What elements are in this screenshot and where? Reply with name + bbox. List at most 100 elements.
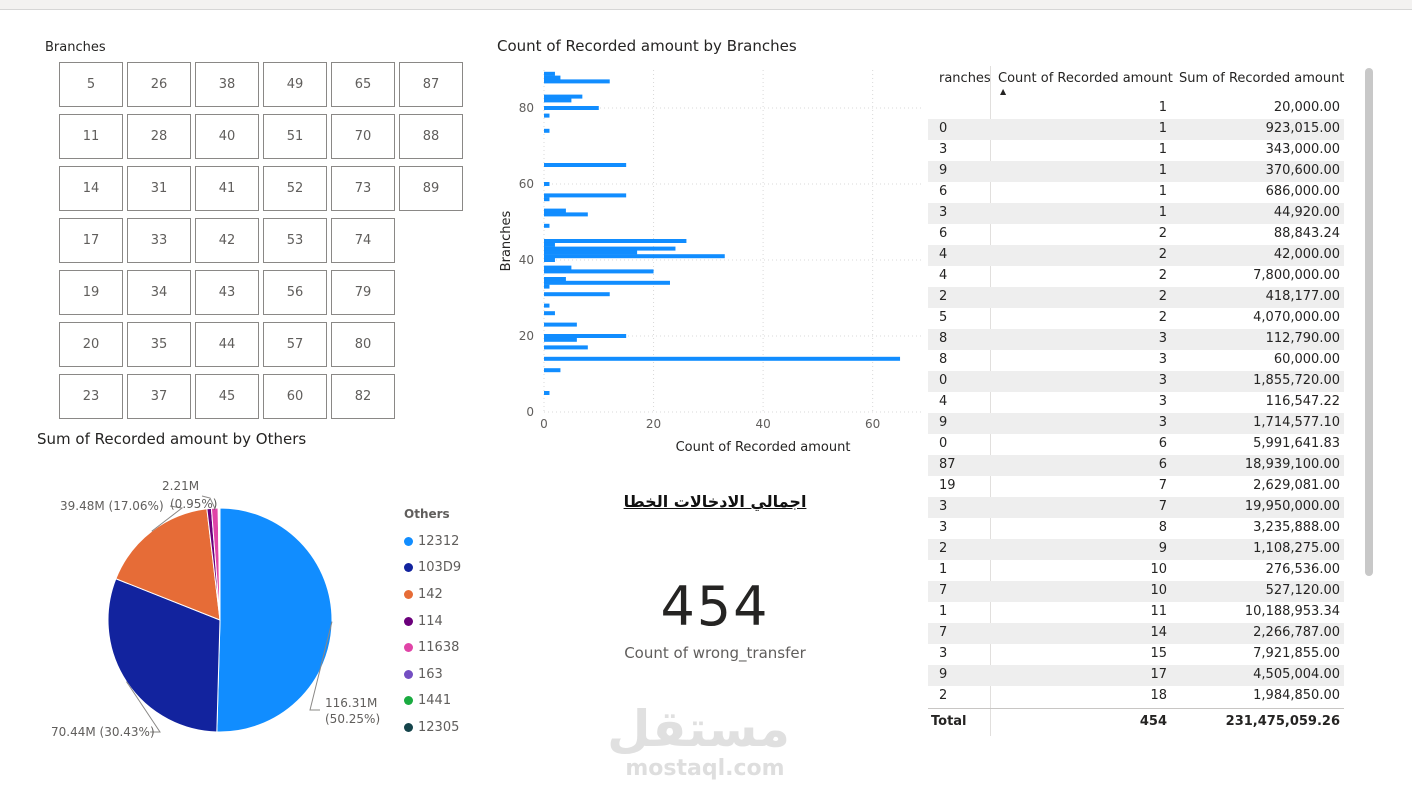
slicer-tile[interactable]: 38 <box>195 62 259 107</box>
slicer-tile[interactable]: 80 <box>331 322 395 367</box>
table-row[interactable]: 87 6 18,939,100.00 <box>928 455 1344 476</box>
table-row[interactable]: 8 3 60,000.00 <box>928 350 1344 371</box>
legend-item[interactable]: 103D9 <box>404 555 461 582</box>
slicer-tile[interactable]: 74 <box>331 218 395 263</box>
legend-item[interactable]: 12312 <box>404 528 461 555</box>
slicer-tile[interactable]: 79 <box>331 270 395 315</box>
cell-branch: 0 <box>939 436 948 451</box>
slicer-tile[interactable]: 88 <box>399 114 463 159</box>
table-row[interactable]: 6 2 88,843.24 <box>928 224 1344 245</box>
slicer-tile[interactable]: 26 <box>127 62 191 107</box>
total-label: Total <box>931 714 967 729</box>
card-title: اجمالي الادخالات الخطا <box>623 492 807 511</box>
slicer-tile[interactable]: 23 <box>59 374 123 419</box>
table-row[interactable]: 2 9 1,108,275.00 <box>928 539 1344 560</box>
slicer-tile[interactable]: 28 <box>127 114 191 159</box>
slicer-tile[interactable]: 65 <box>331 62 395 107</box>
header-sum[interactable]: Sum of Recorded amount <box>1179 71 1345 86</box>
slicer-tile[interactable]: 31 <box>127 166 191 211</box>
y-tick-label: 0 <box>526 405 534 419</box>
slicer-tile[interactable]: 44 <box>195 322 259 367</box>
table-row[interactable]: 3 15 7,921,855.00 <box>928 644 1344 665</box>
table-row[interactable]: 4 2 42,000.00 <box>928 245 1344 266</box>
table-row[interactable]: 3 8 3,235,888.00 <box>928 518 1344 539</box>
slicer-tile[interactable]: 35 <box>127 322 191 367</box>
table-row[interactable]: 2 18 1,984,850.00 <box>928 686 1344 707</box>
table-row[interactable]: 4 3 116,547.22 <box>928 392 1344 413</box>
pie-chart-title: Sum of Recorded amount by Others <box>37 430 307 448</box>
slicer-tile[interactable]: 42 <box>195 218 259 263</box>
sort-ascending-icon[interactable]: ▲ <box>1000 87 1007 96</box>
slicer-tile[interactable]: 87 <box>399 62 463 107</box>
slicer-tile[interactable]: 41 <box>195 166 259 211</box>
table-row[interactable]: 9 1 370,600.00 <box>928 161 1344 182</box>
bar <box>544 391 550 395</box>
table-row[interactable]: 1 10 276,536.00 <box>928 560 1344 581</box>
watermark-text: mostaql.com <box>625 756 785 781</box>
table-row[interactable]: 0 1 923,015.00 <box>928 119 1344 140</box>
table-row[interactable]: 19 7 2,629,081.00 <box>928 476 1344 497</box>
table-row[interactable]: 0 6 5,991,641.83 <box>928 434 1344 455</box>
slicer-tile[interactable]: 14 <box>59 166 123 211</box>
table-row[interactable]: 7 10 527,120.00 <box>928 581 1344 602</box>
slicer-tile[interactable]: 70 <box>331 114 395 159</box>
legend-item[interactable]: 163 <box>404 661 461 688</box>
legend-item[interactable]: 114 <box>404 608 461 635</box>
table-scrollbar[interactable] <box>1365 68 1373 576</box>
slicer-tile[interactable]: 89 <box>399 166 463 211</box>
slicer-tile[interactable]: 33 <box>127 218 191 263</box>
slicer-tile[interactable]: 53 <box>263 218 327 263</box>
legend-item[interactable]: 142 <box>404 581 461 608</box>
bar <box>544 75 561 80</box>
table-row[interactable]: 3 1 44,920.00 <box>928 203 1344 224</box>
table-row[interactable]: 2 2 418,177.00 <box>928 287 1344 308</box>
table-row[interactable]: 3 1 343,000.00 <box>928 140 1344 161</box>
x-tick-label: 40 <box>755 417 770 431</box>
table-row[interactable]: 3 7 19,950,000.00 <box>928 497 1344 518</box>
slicer-tile[interactable]: 60 <box>263 374 327 419</box>
table-row[interactable]: 1 20,000.00 <box>928 98 1344 119</box>
legend-item[interactable]: 1441 <box>404 688 461 715</box>
slicer-tile[interactable]: 37 <box>127 374 191 419</box>
pie-slice[interactable] <box>216 507 333 733</box>
slicer-tile[interactable]: 52 <box>263 166 327 211</box>
slicer-tile[interactable]: 43 <box>195 270 259 315</box>
slicer-tile[interactable]: 73 <box>331 166 395 211</box>
bar <box>544 98 572 103</box>
y-tick-label: 20 <box>519 329 534 343</box>
cell-count: 1 <box>1158 163 1167 178</box>
cell-sum: 527,120.00 <box>1265 583 1340 598</box>
slicer-tile[interactable]: 56 <box>263 270 327 315</box>
slicer-tile[interactable]: 34 <box>127 270 191 315</box>
slicer-tile[interactable]: 5 <box>59 62 123 107</box>
table-row[interactable]: 9 3 1,714,577.10 <box>928 413 1344 434</box>
header-branches[interactable]: ranches <box>939 71 991 86</box>
slicer-tile[interactable]: 19 <box>59 270 123 315</box>
table-row[interactable]: 5 2 4,070,000.00 <box>928 308 1344 329</box>
table-row[interactable]: 8 3 112,790.00 <box>928 329 1344 350</box>
cell-branch: 4 <box>939 394 948 409</box>
slicer-tile[interactable]: 11 <box>59 114 123 159</box>
cell-count: 1 <box>1158 142 1167 157</box>
legend-dot-icon <box>404 563 413 573</box>
table-row[interactable]: 6 1 686,000.00 <box>928 182 1344 203</box>
bar-chart[interactable]: 0 20 40 60 0 20 40 60 80 Count of Recorded amount… <box>495 58 925 458</box>
slicer-tile[interactable]: 49 <box>263 62 327 107</box>
slicer-tile[interactable]: 45 <box>195 374 259 419</box>
table-row[interactable]: 1 11 10,188,953.34 <box>928 602 1344 623</box>
data-table[interactable]: ranches Count of Recorded amount Sum of … <box>928 66 1348 736</box>
table-row[interactable]: 0 3 1,855,720.00 <box>928 371 1344 392</box>
table-row[interactable]: 9 17 4,505,004.00 <box>928 665 1344 686</box>
table-row[interactable]: 4 2 7,800,000.00 <box>928 266 1344 287</box>
pie-chart[interactable]: 116.31M (50.25%) 70.44M (30.43%) 39.48M … <box>20 470 400 760</box>
slicer-tile[interactable]: 40 <box>195 114 259 159</box>
legend-item[interactable]: 11638 <box>404 634 461 661</box>
slicer-tile[interactable]: 82 <box>331 374 395 419</box>
legend-item[interactable]: 12305 <box>404 714 461 741</box>
slicer-tile[interactable]: 20 <box>59 322 123 367</box>
header-count[interactable]: Count of Recorded amount <box>998 71 1173 86</box>
slicer-tile[interactable]: 51 <box>263 114 327 159</box>
slicer-tile[interactable]: 17 <box>59 218 123 263</box>
slicer-tile[interactable]: 57 <box>263 322 327 367</box>
table-row[interactable]: 7 14 2,266,787.00 <box>928 623 1344 644</box>
